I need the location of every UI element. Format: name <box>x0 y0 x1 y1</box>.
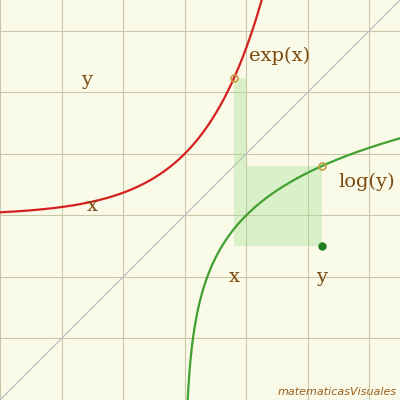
Text: log(y): log(y) <box>338 172 395 191</box>
Text: x: x <box>228 268 239 286</box>
Bar <box>234 78 246 166</box>
Text: y: y <box>81 71 92 89</box>
Bar <box>234 166 322 246</box>
Text: x: x <box>87 197 98 215</box>
Text: matematicasVisuales: matematicasVisuales <box>278 387 397 397</box>
Text: exp(x): exp(x) <box>249 46 310 64</box>
Text: y: y <box>316 268 327 286</box>
